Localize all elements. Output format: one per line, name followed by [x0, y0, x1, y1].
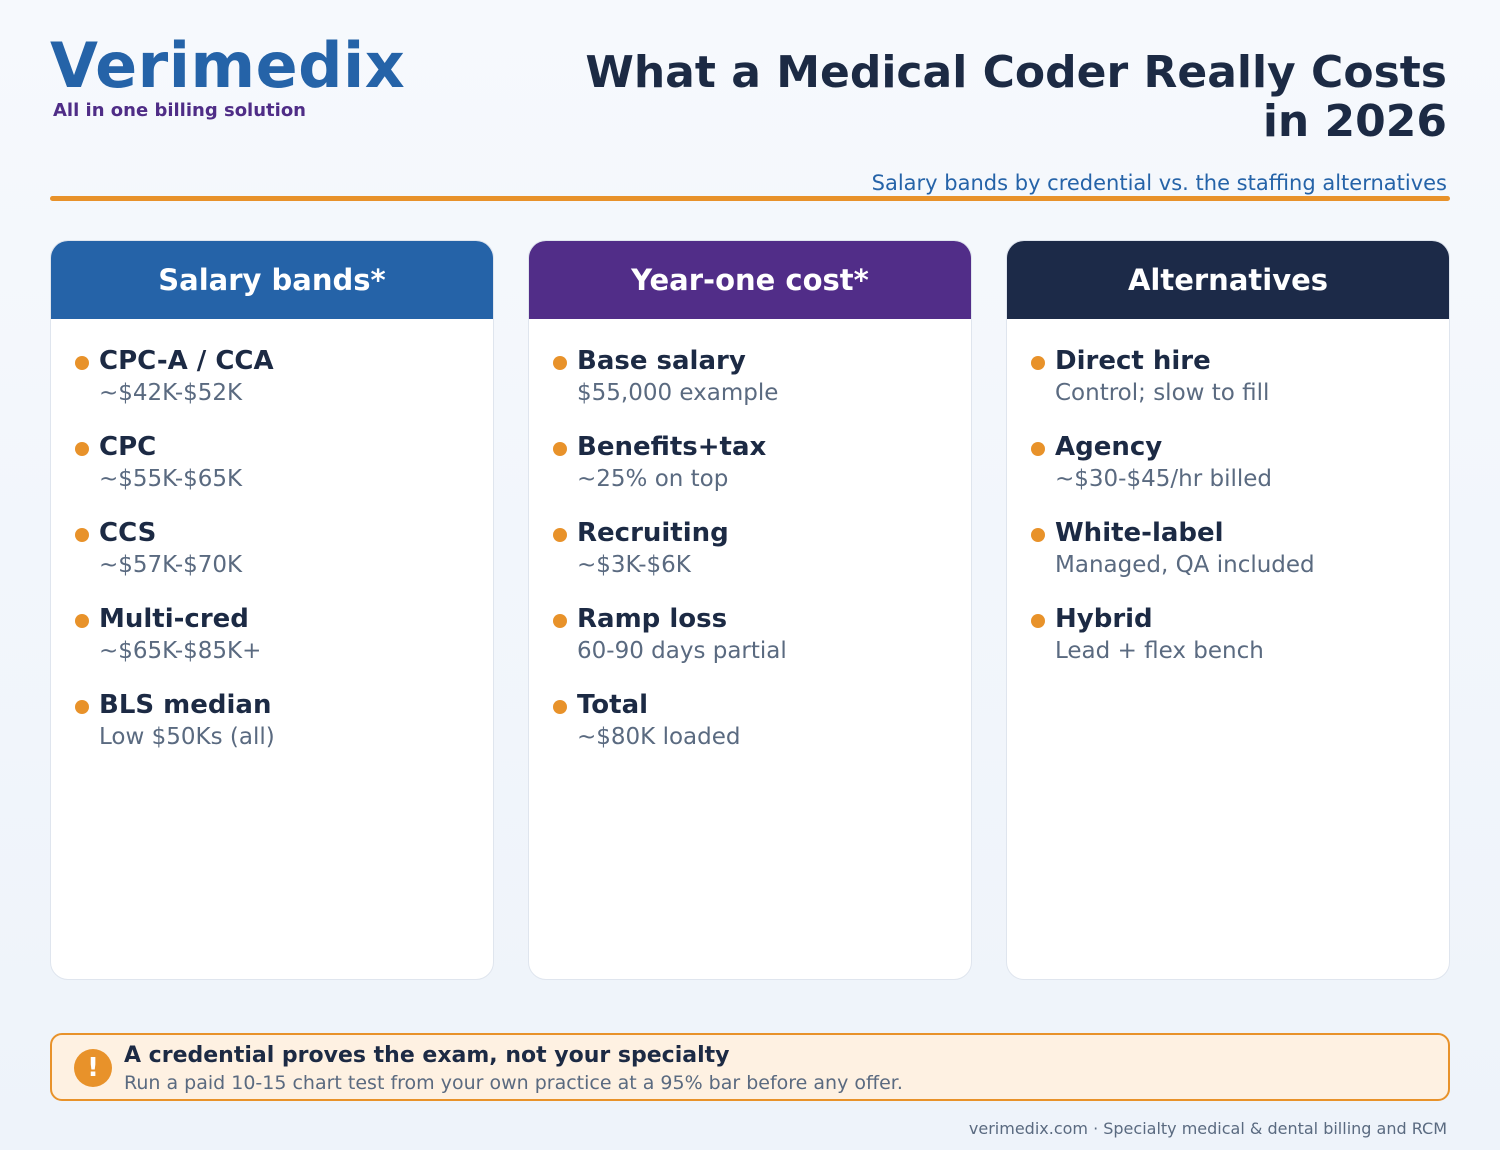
list-item: CCS ~$57K-$70K — [73, 517, 493, 581]
bullet-dot-icon — [1031, 356, 1045, 370]
item-title: Total — [577, 690, 649, 720]
callout-title: A credential proves the exam, not your s… — [124, 1043, 730, 1068]
item-title: Hybrid — [1055, 604, 1153, 634]
card-header: Alternatives — [1007, 241, 1449, 319]
list-item: Ramp loss 60-90 days partial — [551, 603, 971, 667]
item-title: Ramp loss — [577, 604, 728, 634]
bullet-dot-icon — [553, 442, 567, 456]
list-item: Total ~$80K loaded — [551, 689, 971, 753]
bullet-dot-icon — [553, 700, 567, 714]
year-one-cost-card: Year-one cost* Base salary $55,000 examp… — [528, 240, 972, 980]
list-item: Base salary $55,000 example — [551, 345, 971, 409]
brand-tagline: All in one billing solution — [53, 100, 306, 121]
alternatives-card: Alternatives Direct hire Control; slow t… — [1006, 240, 1450, 980]
item-desc: ~25% on top — [577, 466, 729, 492]
header-divider — [50, 196, 1450, 201]
item-title: White-label — [1055, 518, 1224, 548]
item-desc: 60-90 days partial — [577, 638, 787, 664]
item-desc: ~$55K-$65K — [99, 466, 243, 492]
bullet-dot-icon — [553, 614, 567, 628]
bullet-dot-icon — [75, 700, 89, 714]
card-header: Year-one cost* — [529, 241, 971, 319]
bullet-dot-icon — [75, 528, 89, 542]
bullet-dot-icon — [1031, 614, 1045, 628]
list-item: Direct hire Control; slow to fill — [1029, 345, 1449, 409]
item-desc: ~$57K-$70K — [99, 552, 243, 578]
item-title: CPC-A / CCA — [99, 346, 274, 376]
item-title: Multi-cred — [99, 604, 249, 634]
item-desc: Managed, QA included — [1055, 552, 1315, 578]
comparison-columns: Salary bands* CPC-A / CCA ~$42K-$52K CPC… — [50, 240, 1450, 980]
warning-callout: ! A credential proves the exam, not your… — [50, 1033, 1450, 1101]
bullet-dot-icon — [553, 528, 567, 542]
exclamation-icon: ! — [74, 1049, 112, 1087]
item-title: Benefits+tax — [577, 432, 767, 462]
list-item: Benefits+tax ~25% on top — [551, 431, 971, 495]
item-desc: ~$3K-$6K — [577, 552, 691, 578]
item-title: CCS — [99, 518, 157, 548]
item-desc: $55,000 example — [577, 380, 779, 406]
list-item: Recruiting ~$3K-$6K — [551, 517, 971, 581]
list-item: Multi-cred ~$65K-$85K+ — [73, 603, 493, 667]
list-item: CPC-A / CCA ~$42K-$52K — [73, 345, 493, 409]
list-item: CPC ~$55K-$65K — [73, 431, 493, 495]
footer-text: verimedix.com · Specialty medical & dent… — [968, 1119, 1447, 1138]
bullet-dot-icon — [75, 442, 89, 456]
item-desc: ~$80K loaded — [577, 724, 741, 750]
bullet-dot-icon — [1031, 442, 1045, 456]
item-title: Base salary — [577, 346, 746, 376]
item-desc: Lead + flex bench — [1055, 638, 1264, 664]
brand-name: Verimedix — [50, 29, 406, 102]
list-item: Agency ~$30-$45/hr billed — [1029, 431, 1449, 495]
item-title: Agency — [1055, 432, 1163, 462]
bullet-dot-icon — [75, 356, 89, 370]
item-title: BLS median — [99, 690, 272, 720]
salary-bands-card: Salary bands* CPC-A / CCA ~$42K-$52K CPC… — [50, 240, 494, 980]
item-title: Direct hire — [1055, 346, 1211, 376]
brand-logo: Verimedix All in one billing solution — [50, 29, 406, 122]
item-desc: ~$42K-$52K — [99, 380, 243, 406]
page-title-line-1: What a Medical Coder Really Costs — [585, 47, 1447, 98]
callout-text: Run a paid 10-15 chart test from your ow… — [124, 1072, 903, 1094]
item-title: CPC — [99, 432, 157, 462]
bullet-dot-icon — [75, 614, 89, 628]
bullet-dot-icon — [553, 356, 567, 370]
list-item: BLS median Low $50Ks (all) — [73, 689, 493, 753]
item-desc: ~$65K-$85K+ — [99, 638, 262, 664]
page-title: What a Medical Coder Really Costs in 202… — [547, 48, 1447, 146]
list-item: Hybrid Lead + flex bench — [1029, 603, 1449, 667]
card-header: Salary bands* — [51, 241, 493, 319]
item-title: Recruiting — [577, 518, 729, 548]
item-desc: Control; slow to fill — [1055, 380, 1270, 406]
item-desc: ~$30-$45/hr billed — [1055, 466, 1272, 492]
page-subtitle: Salary bands by credential vs. the staff… — [871, 171, 1447, 195]
list-item: White-label Managed, QA included — [1029, 517, 1449, 581]
page-title-line-2: in 2026 — [1262, 96, 1447, 147]
bullet-dot-icon — [1031, 528, 1045, 542]
item-desc: Low $50Ks (all) — [99, 724, 275, 750]
